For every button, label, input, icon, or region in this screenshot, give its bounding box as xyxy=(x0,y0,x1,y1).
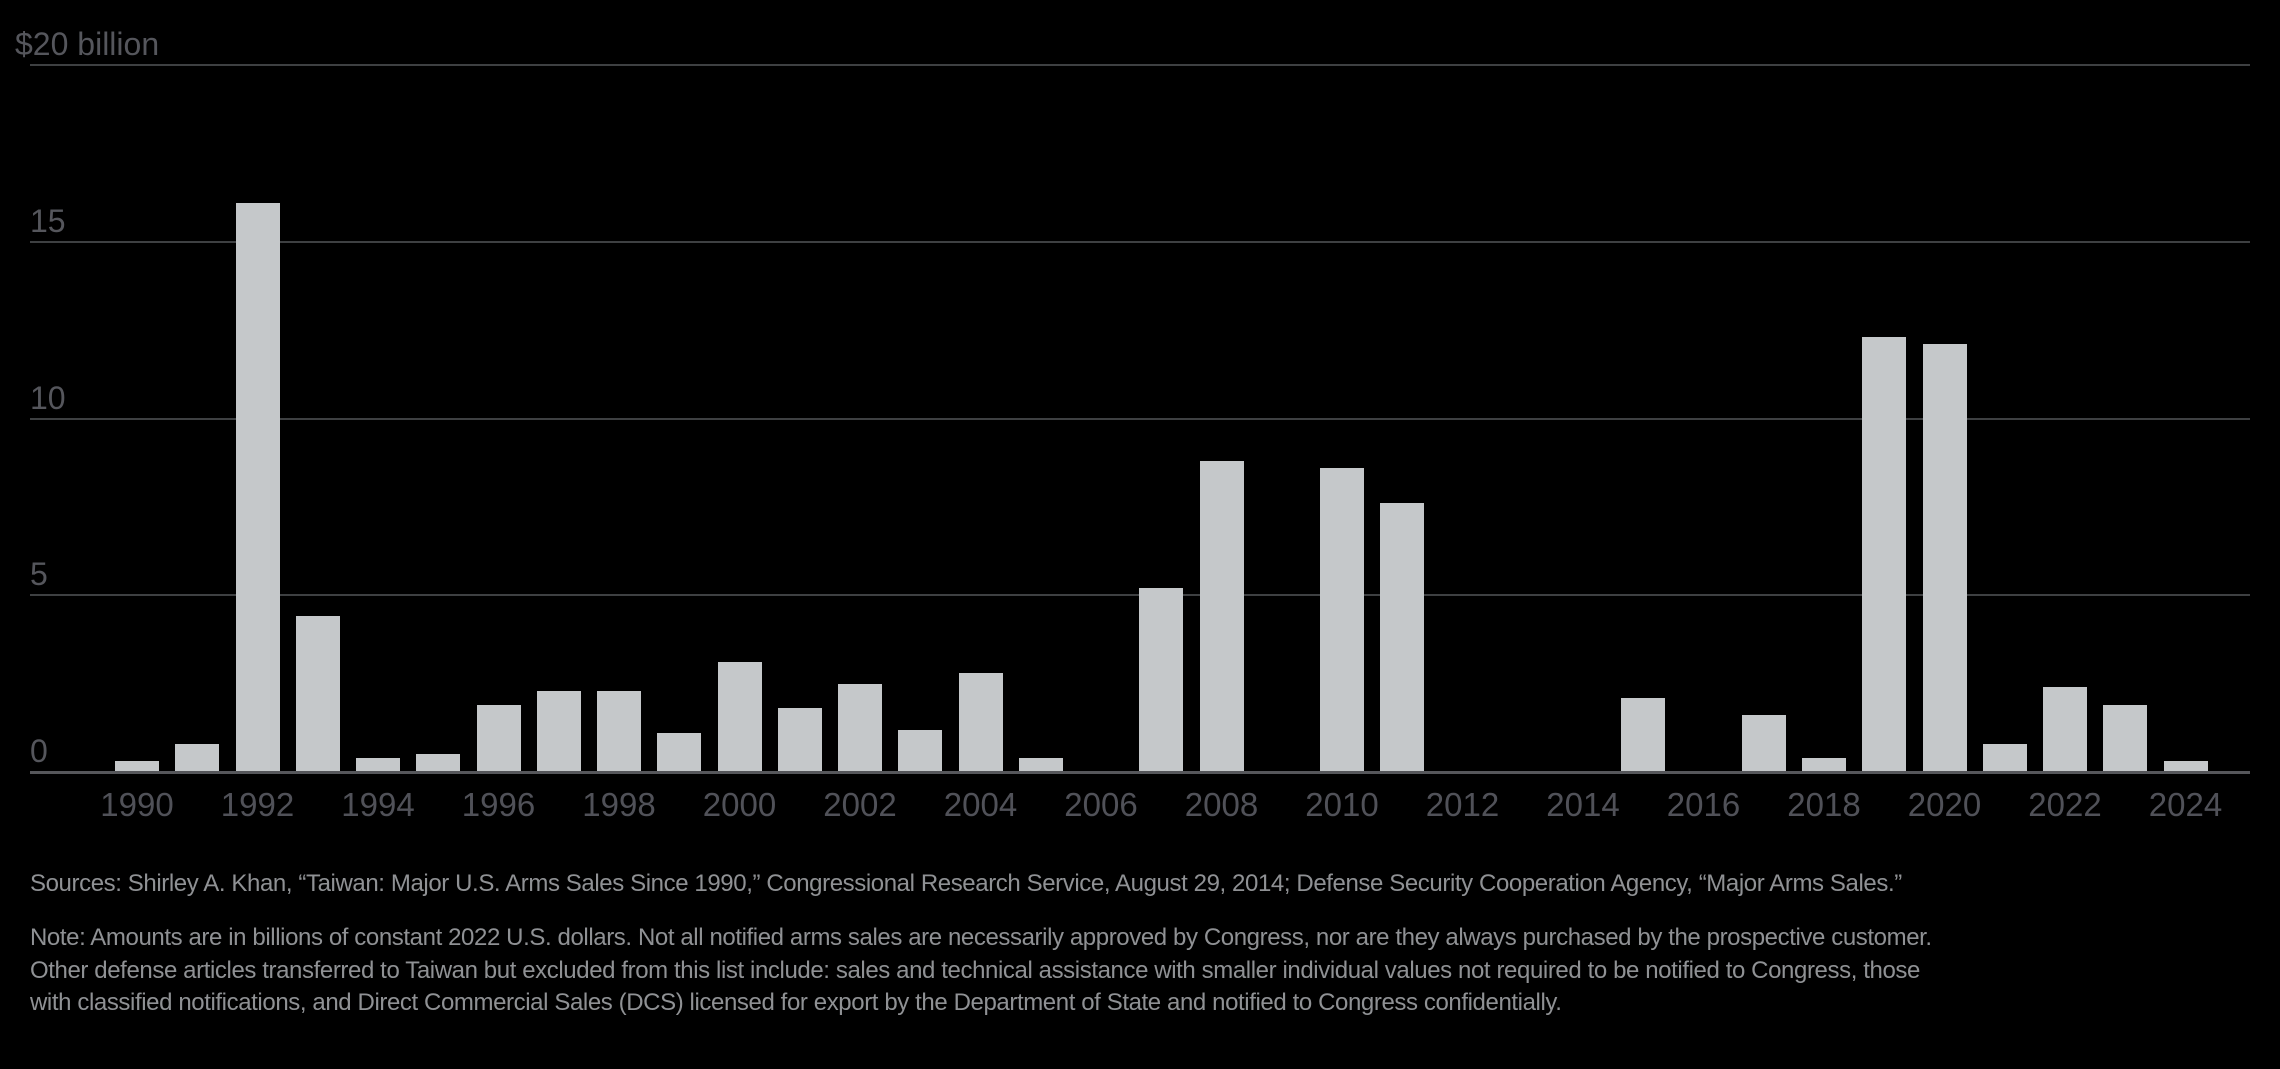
x-tick-label-2018: 2018 xyxy=(1787,786,1861,823)
bar-1995 xyxy=(416,754,461,772)
bar-1993 xyxy=(295,616,340,772)
bar-1990 xyxy=(115,761,159,772)
x-tick-label-1994: 1994 xyxy=(341,786,415,823)
bar-2000 xyxy=(717,662,762,772)
chart-footer: Sources: Shirley A. Khan, “Taiwan: Major… xyxy=(30,869,2270,1016)
bar-1999 xyxy=(657,733,702,772)
x-tick-label-1990: 1990 xyxy=(100,786,174,823)
y-tick-label-15: 15 xyxy=(30,202,66,239)
bar-2015 xyxy=(1621,697,1666,772)
bar-2002 xyxy=(838,683,882,772)
x-tick-label-2008: 2008 xyxy=(1184,786,1259,823)
x-tick-label-1996: 1996 xyxy=(461,786,536,823)
bar-1997 xyxy=(536,690,581,772)
sources-text: Sources: Shirley A. Khan, “Taiwan: Major… xyxy=(30,870,1902,897)
bar-2001 xyxy=(777,708,822,772)
bar-2003 xyxy=(898,729,943,772)
bar-2008 xyxy=(1199,460,1244,772)
x-tick-label-2016: 2016 xyxy=(1666,786,1741,823)
bar-1994 xyxy=(356,757,400,772)
bar-2011 xyxy=(1380,503,1425,772)
bar-1996 xyxy=(476,704,521,772)
bar-2005 xyxy=(1018,757,1063,772)
gridline-10 xyxy=(30,417,2250,420)
x-tick-label-1992: 1992 xyxy=(220,786,295,823)
x-tick-label-2024: 2024 xyxy=(2148,786,2223,823)
bar-2019 xyxy=(1862,337,1907,772)
note-line-2: Other defense articles transferred to Ta… xyxy=(30,956,1920,984)
bar-1992 xyxy=(235,202,280,772)
x-axis-line xyxy=(30,771,2250,774)
bar-2021 xyxy=(1982,743,2027,772)
x-tick-label-2022: 2022 xyxy=(2028,786,2102,823)
gridline-15 xyxy=(30,240,2250,243)
x-tick-label-2000: 2000 xyxy=(702,786,777,823)
note-line-3: with classified notifications, and Direc… xyxy=(30,989,1562,1016)
bar-2004 xyxy=(958,673,1003,772)
x-tick-label-2006: 2006 xyxy=(1064,786,1138,823)
bar-2023 xyxy=(2103,704,2148,772)
x-tick-label-2010: 2010 xyxy=(1305,786,1379,823)
y-tick-label-20: $20 billion xyxy=(15,26,160,62)
x-tick-label-2004: 2004 xyxy=(943,786,1018,823)
x-tick-label-2020: 2020 xyxy=(1907,786,1982,823)
bar-2007 xyxy=(1139,588,1184,772)
x-tick-label-2002: 2002 xyxy=(823,786,897,823)
x-tick-label-1998: 1998 xyxy=(582,786,656,823)
y-tick-label-5: 5 xyxy=(30,556,48,593)
bar-2022 xyxy=(2043,687,2087,772)
bar-1991 xyxy=(175,743,220,772)
note-text: Note: Amounts are in billions of constan… xyxy=(30,922,1932,1020)
note-line-1: Note: Amounts are in billions of constan… xyxy=(30,924,1932,951)
y-tick-label-10: 10 xyxy=(30,379,66,416)
gridline-20 xyxy=(30,64,2250,66)
bar-2024 xyxy=(2163,761,2208,772)
bar-2020 xyxy=(1922,344,1967,772)
y-tick-label-0: 0 xyxy=(30,733,48,769)
x-tick-label-2012: 2012 xyxy=(1425,786,1500,823)
bar-2010 xyxy=(1320,467,1364,772)
bar-2018 xyxy=(1802,757,1846,772)
bar-1998 xyxy=(597,690,641,772)
bar-2017 xyxy=(1741,715,1786,772)
x-tick-label-2014: 2014 xyxy=(1546,786,1620,823)
